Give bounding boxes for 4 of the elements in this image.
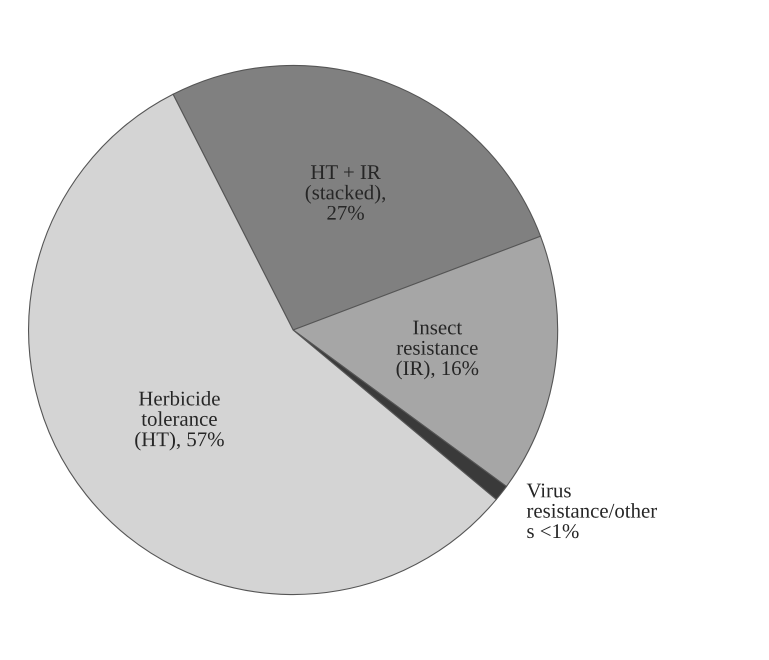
slice-label: Herbicide tolerance (HT), 57%	[135, 390, 224, 451]
slice-label: Virus resistance/other s <1%	[526, 483, 657, 538]
slice-label: Insect resistance (IR), 16%	[396, 320, 478, 380]
slice-label: HT + IR (stacked), 27%	[306, 165, 386, 220]
